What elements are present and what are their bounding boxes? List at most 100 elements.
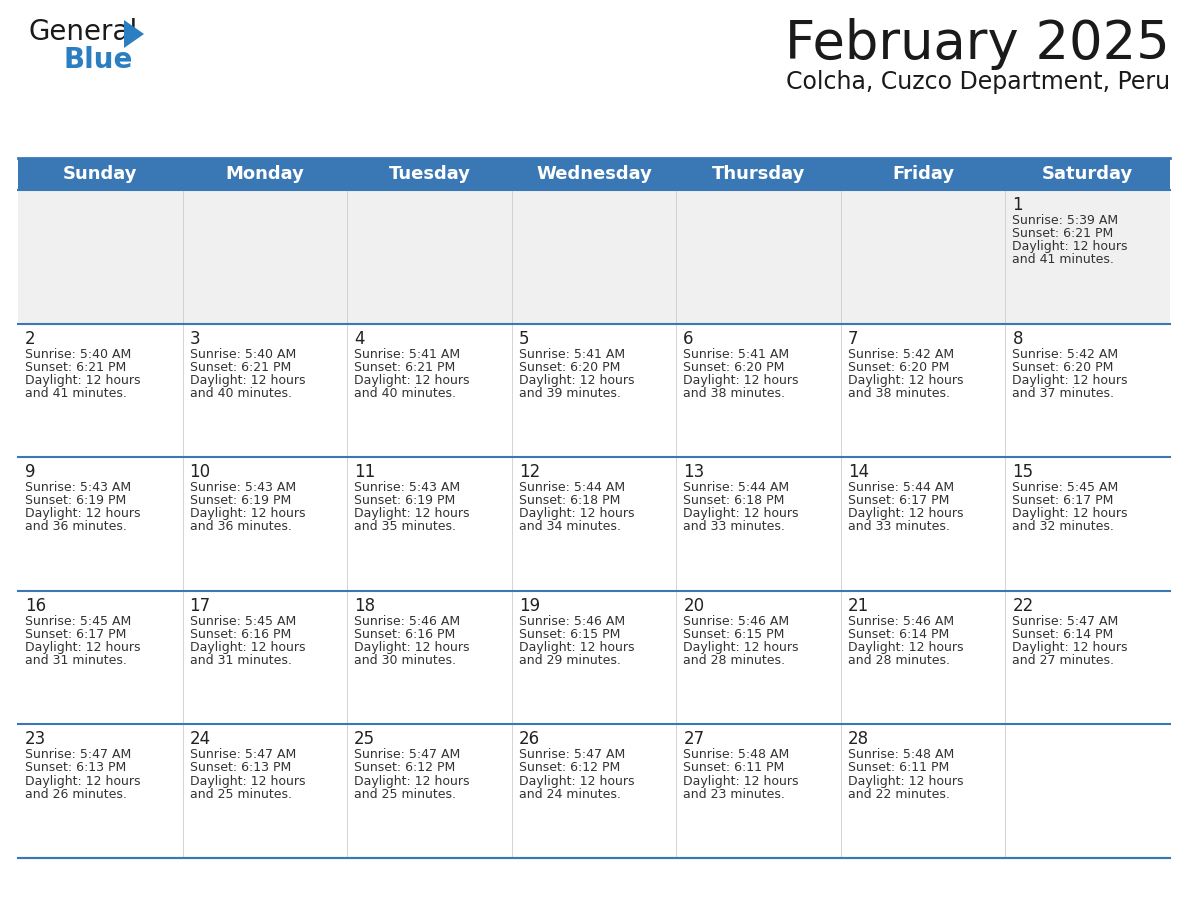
Text: Sunrise: 5:46 AM: Sunrise: 5:46 AM [354, 615, 460, 628]
Text: 9: 9 [25, 464, 36, 481]
Bar [183, 190, 347, 324]
Text: 1: 1 [1012, 196, 1023, 214]
Text: and 26 minutes.: and 26 minutes. [25, 788, 127, 800]
Text: Friday: Friday [892, 165, 954, 183]
Bar [1005, 724, 1170, 858]
Text: General: General [29, 18, 138, 46]
Text: 21: 21 [848, 597, 870, 615]
Text: 12: 12 [519, 464, 541, 481]
Text: 10: 10 [190, 464, 210, 481]
Text: Daylight: 12 hours: Daylight: 12 hours [1012, 508, 1127, 521]
Text: Sunset: 6:19 PM: Sunset: 6:19 PM [354, 494, 455, 508]
Text: 11: 11 [354, 464, 375, 481]
Text: Sunset: 6:18 PM: Sunset: 6:18 PM [683, 494, 784, 508]
Text: and 32 minutes.: and 32 minutes. [1012, 521, 1114, 533]
Bar [841, 190, 1005, 324]
Text: Sunrise: 5:43 AM: Sunrise: 5:43 AM [190, 481, 296, 494]
Text: and 35 minutes.: and 35 minutes. [354, 521, 456, 533]
Text: and 31 minutes.: and 31 minutes. [190, 654, 291, 667]
Text: February 2025: February 2025 [785, 18, 1170, 70]
Text: Daylight: 12 hours: Daylight: 12 hours [354, 374, 469, 386]
Bar [841, 457, 1005, 591]
Text: 16: 16 [25, 597, 46, 615]
Text: Sunrise: 5:47 AM: Sunrise: 5:47 AM [1012, 615, 1119, 628]
Text: Daylight: 12 hours: Daylight: 12 hours [1012, 641, 1127, 654]
Text: Sunrise: 5:46 AM: Sunrise: 5:46 AM [683, 615, 789, 628]
Text: Daylight: 12 hours: Daylight: 12 hours [519, 775, 634, 788]
Text: Sunset: 6:13 PM: Sunset: 6:13 PM [25, 761, 126, 775]
Text: Sunrise: 5:42 AM: Sunrise: 5:42 AM [1012, 348, 1119, 361]
Text: Sunset: 6:15 PM: Sunset: 6:15 PM [683, 628, 784, 641]
Text: and 34 minutes.: and 34 minutes. [519, 521, 620, 533]
Text: Sunset: 6:13 PM: Sunset: 6:13 PM [190, 761, 291, 775]
Text: 3: 3 [190, 330, 201, 348]
Bar [676, 324, 841, 457]
Text: Sunset: 6:19 PM: Sunset: 6:19 PM [25, 494, 126, 508]
Text: and 28 minutes.: and 28 minutes. [683, 654, 785, 667]
Bar [512, 724, 676, 858]
Bar [347, 457, 512, 591]
Text: Sunset: 6:21 PM: Sunset: 6:21 PM [1012, 227, 1113, 240]
Text: Monday: Monday [226, 165, 304, 183]
Text: Daylight: 12 hours: Daylight: 12 hours [1012, 374, 1127, 386]
Text: and 22 minutes.: and 22 minutes. [848, 788, 949, 800]
Text: and 41 minutes.: and 41 minutes. [1012, 253, 1114, 266]
Text: 22: 22 [1012, 597, 1034, 615]
Text: 17: 17 [190, 597, 210, 615]
Text: 7: 7 [848, 330, 859, 348]
Text: Daylight: 12 hours: Daylight: 12 hours [25, 374, 140, 386]
Text: and 41 minutes.: and 41 minutes. [25, 386, 127, 399]
Text: Daylight: 12 hours: Daylight: 12 hours [25, 508, 140, 521]
Text: and 31 minutes.: and 31 minutes. [25, 654, 127, 667]
Text: Sunset: 6:12 PM: Sunset: 6:12 PM [519, 761, 620, 775]
Bar [1005, 190, 1170, 324]
Text: Sunrise: 5:44 AM: Sunrise: 5:44 AM [683, 481, 789, 494]
Text: 26: 26 [519, 731, 539, 748]
Text: 14: 14 [848, 464, 868, 481]
Text: and 27 minutes.: and 27 minutes. [1012, 654, 1114, 667]
Text: and 23 minutes.: and 23 minutes. [683, 788, 785, 800]
Text: Sunset: 6:17 PM: Sunset: 6:17 PM [25, 628, 126, 641]
Text: Daylight: 12 hours: Daylight: 12 hours [519, 508, 634, 521]
Text: Daylight: 12 hours: Daylight: 12 hours [848, 641, 963, 654]
Bar [676, 190, 841, 324]
Bar [676, 591, 841, 724]
Text: Colcha, Cuzco Department, Peru: Colcha, Cuzco Department, Peru [786, 70, 1170, 94]
Text: Sunset: 6:11 PM: Sunset: 6:11 PM [848, 761, 949, 775]
Text: and 29 minutes.: and 29 minutes. [519, 654, 620, 667]
Text: Sunset: 6:21 PM: Sunset: 6:21 PM [190, 361, 291, 374]
Bar [512, 457, 676, 591]
Bar [1005, 324, 1170, 457]
Text: Daylight: 12 hours: Daylight: 12 hours [354, 508, 469, 521]
Text: Sunrise: 5:45 AM: Sunrise: 5:45 AM [25, 615, 131, 628]
Text: 2: 2 [25, 330, 36, 348]
Text: Daylight: 12 hours: Daylight: 12 hours [190, 374, 305, 386]
Text: Sunset: 6:21 PM: Sunset: 6:21 PM [25, 361, 126, 374]
Text: Daylight: 12 hours: Daylight: 12 hours [683, 508, 798, 521]
Text: Sunset: 6:16 PM: Sunset: 6:16 PM [354, 628, 455, 641]
Bar [841, 591, 1005, 724]
Text: and 39 minutes.: and 39 minutes. [519, 386, 620, 399]
Text: 28: 28 [848, 731, 868, 748]
Text: 20: 20 [683, 597, 704, 615]
Bar [512, 190, 676, 324]
Text: Daylight: 12 hours: Daylight: 12 hours [190, 775, 305, 788]
Text: Sunset: 6:19 PM: Sunset: 6:19 PM [190, 494, 291, 508]
Text: Sunrise: 5:47 AM: Sunrise: 5:47 AM [354, 748, 461, 761]
Bar [841, 324, 1005, 457]
Text: Thursday: Thursday [712, 165, 805, 183]
Text: Wednesday: Wednesday [536, 165, 652, 183]
Text: and 36 minutes.: and 36 minutes. [190, 521, 291, 533]
Bar [347, 724, 512, 858]
Bar [1005, 457, 1170, 591]
Text: 5: 5 [519, 330, 529, 348]
Text: Sunday: Sunday [63, 165, 138, 183]
Text: and 25 minutes.: and 25 minutes. [354, 788, 456, 800]
Text: Sunrise: 5:41 AM: Sunrise: 5:41 AM [354, 348, 460, 361]
Text: Daylight: 12 hours: Daylight: 12 hours [25, 641, 140, 654]
Bar [18, 324, 183, 457]
Text: Sunset: 6:18 PM: Sunset: 6:18 PM [519, 494, 620, 508]
Bar [18, 457, 183, 591]
Text: Sunrise: 5:47 AM: Sunrise: 5:47 AM [519, 748, 625, 761]
Text: and 24 minutes.: and 24 minutes. [519, 788, 620, 800]
